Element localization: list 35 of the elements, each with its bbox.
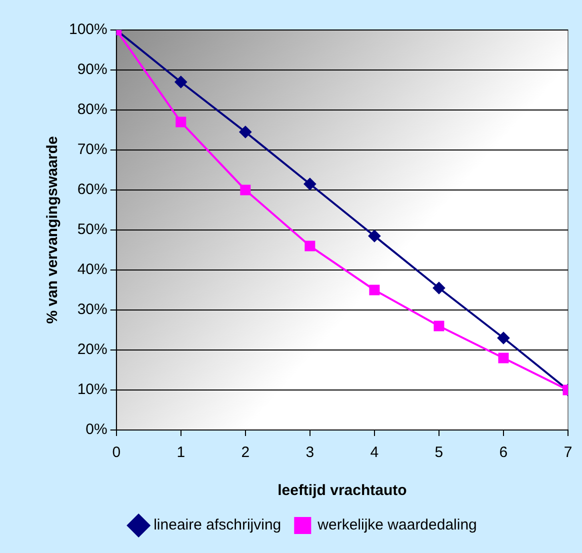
x-tick-label: 0: [112, 444, 121, 462]
x-tick-label: 7: [564, 444, 572, 462]
y-tick-label: 30%: [77, 301, 108, 318]
point: [432, 282, 445, 294]
point: [239, 126, 252, 138]
point: [304, 178, 316, 190]
y-tick-label: 0%: [86, 421, 108, 438]
x-tick-label: 4: [370, 444, 379, 462]
point: [369, 284, 380, 296]
y-tick-label: 90%: [77, 61, 108, 78]
x-tick-label: 2: [241, 444, 250, 462]
y-tick-label: 70%: [77, 141, 108, 158]
y-tick-label: 20%: [77, 341, 108, 358]
y-tick-label: 60%: [77, 181, 108, 198]
legend-label: lineaire afschrijving: [154, 516, 282, 534]
x-tick-label: 5: [434, 444, 444, 462]
legend-label: werkelijke waardedaling: [316, 516, 477, 534]
x-axis-title: leeftijd vrachtauto: [278, 482, 407, 500]
point: [176, 116, 186, 128]
y-tick-label: 10%: [77, 381, 108, 398]
point: [498, 352, 509, 364]
point: [497, 332, 510, 344]
y-tick-label: 100%: [68, 21, 108, 38]
point: [434, 320, 444, 332]
point: [174, 76, 187, 88]
x-tick-label: 6: [499, 444, 508, 462]
point: [368, 230, 380, 242]
x-tick-label: 3: [306, 444, 314, 462]
point: [304, 240, 316, 252]
y-tick-label: 40%: [77, 261, 108, 278]
point: [240, 184, 251, 196]
y-tick-label: 50%: [77, 221, 108, 238]
x-tick-label: 1: [176, 444, 186, 462]
y-tick-label: 80%: [77, 101, 108, 118]
y-axis-title: % van vervangingswaarde: [44, 136, 62, 324]
